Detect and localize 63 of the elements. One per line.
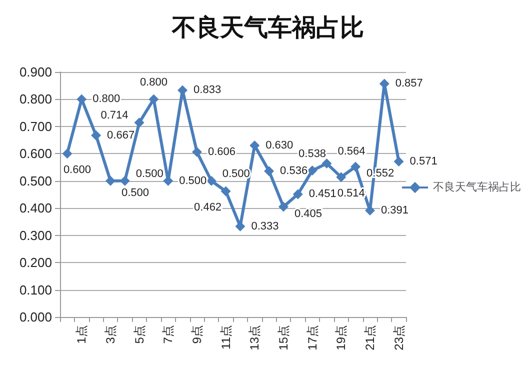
y-tick-label: 0.300	[19, 228, 52, 243]
point	[120, 176, 130, 186]
data-label: 0.606	[208, 146, 236, 158]
y-tick-label: 0.000	[19, 310, 52, 324]
point	[364, 206, 375, 216]
point	[292, 189, 303, 200]
x-tick-label: 11点	[218, 325, 233, 350]
point	[206, 176, 216, 186]
data-label: 0.462	[194, 202, 222, 214]
point	[76, 94, 87, 104]
data-label: 0.714	[100, 110, 128, 122]
y-tick-label: 0.700	[19, 118, 52, 134]
x-tick-label: 15点	[276, 325, 290, 350]
point	[220, 186, 231, 196]
point	[322, 158, 332, 168]
data-label: 0.564	[338, 145, 366, 158]
chart-title: 不良天气车祸占比	[171, 12, 364, 42]
data-label: 0.833	[194, 84, 222, 96]
x-tick-label: 3点	[103, 325, 118, 344]
x-tick-label: 23点	[392, 325, 406, 350]
x-tick-label: 7点	[161, 325, 176, 344]
y-tick-label: 0.400	[19, 200, 52, 216]
data-label: 0.667	[107, 129, 135, 142]
x-tick-label: 9点	[190, 325, 204, 344]
data-label: 0.857	[395, 78, 423, 90]
point	[350, 162, 361, 172]
point	[336, 172, 346, 182]
data-label: 0.333	[251, 220, 279, 232]
x-tick-label: 17点	[305, 325, 320, 350]
data-label: 0.500	[179, 174, 207, 187]
data-label: 0.630	[266, 140, 294, 152]
data-label: 0.571	[410, 156, 438, 168]
y-tick-label: 0.200	[19, 255, 52, 270]
data-label: 0.391	[380, 204, 408, 217]
x-tick-label: 19点	[334, 325, 348, 350]
x-tick-label: 5点	[132, 325, 146, 344]
x-tick-label: 13点	[248, 325, 262, 350]
point	[307, 166, 318, 176]
point	[278, 202, 288, 212]
x-tick-label: 1点	[74, 325, 89, 344]
point	[192, 147, 202, 158]
data-label: 0.536	[280, 165, 308, 178]
y-tick-label: 0.100	[19, 282, 52, 298]
data-label: 0.405	[294, 208, 322, 220]
point	[105, 176, 116, 186]
point	[91, 130, 102, 140]
data-label: 0.800	[140, 76, 168, 89]
data-label: 0.600	[63, 164, 91, 176]
point	[62, 148, 72, 159]
legend-label: 不良天气车祸占比	[433, 180, 521, 194]
x-tick-label: 21点	[362, 325, 377, 350]
y-tick-label: 0.500	[19, 173, 52, 188]
point	[134, 118, 144, 128]
data-label: 0.451	[308, 188, 336, 200]
data-label: 0.500	[121, 186, 149, 199]
data-label: 0.538	[298, 148, 326, 160]
y-tick-label: 0.900	[19, 64, 52, 80]
y-tick-label: 0.600	[19, 146, 52, 162]
point	[264, 166, 274, 176]
data-label: 0.800	[92, 93, 120, 106]
data-label: 0.500	[136, 168, 164, 180]
y-tick-label: 0.800	[19, 92, 52, 107]
point	[394, 156, 404, 167]
